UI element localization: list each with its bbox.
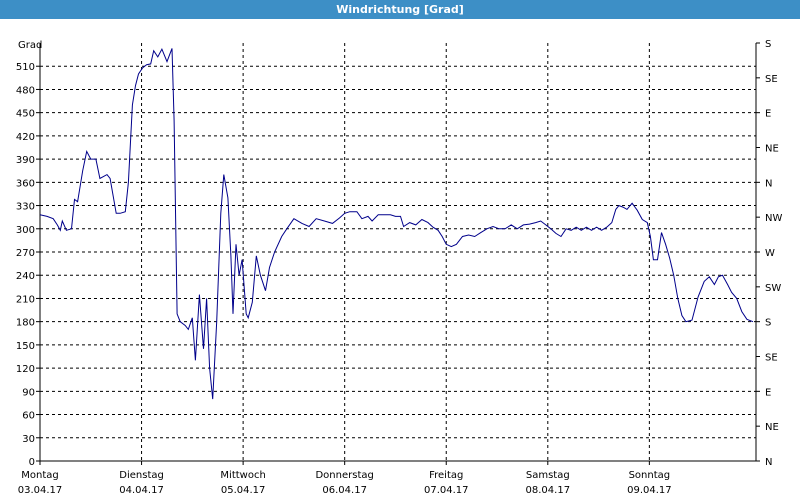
- x-tick-day: Sonntag: [629, 470, 671, 481]
- wind-direction-line: [39, 48, 754, 400]
- compass-tick-labels: N NE E SE S SW W NW N NE E SE S: [756, 39, 782, 468]
- y-tick-labels: 0 30 60 90 120 150 180 210 240 270 300 330 360 390 420…: [16, 62, 40, 468]
- compass-tick-label: NW: [765, 213, 782, 224]
- y-tick-label: 300: [16, 225, 35, 236]
- compass-tick-label: NE: [765, 422, 779, 433]
- x-tick-date: 05.04.17: [221, 485, 266, 496]
- y-tick-label: 450: [16, 109, 35, 120]
- x-tick-day: Freitag: [429, 470, 463, 481]
- grid-lines: [40, 43, 756, 461]
- compass-tick-label: NE: [765, 144, 779, 155]
- x-tick-date: 07.04.17: [424, 485, 469, 496]
- y-tick-label: 330: [16, 202, 35, 213]
- y-tick-label: 420: [16, 132, 35, 143]
- compass-tick-label: N: [765, 457, 772, 468]
- y-tick-label: 30: [22, 434, 35, 445]
- y-axis-label: Grad: [18, 40, 42, 51]
- compass-tick-label: SE: [765, 353, 778, 364]
- y-tick-label: 120: [16, 364, 35, 375]
- y-tick-label: 210: [16, 294, 35, 305]
- y-tick-label: 240: [16, 271, 35, 282]
- y-tick-label: 60: [22, 411, 35, 422]
- x-tick-date: 04.04.17: [119, 485, 164, 496]
- y-tick-label: 270: [16, 248, 35, 259]
- y-tick-label: 510: [16, 62, 35, 73]
- x-tick-day: Mittwoch: [220, 470, 265, 481]
- x-tick-day: Dienstag: [119, 470, 164, 481]
- compass-tick-label: E: [765, 387, 771, 398]
- x-tick-day: Donnerstag: [315, 470, 373, 481]
- y-tick-label: 0: [29, 457, 35, 468]
- x-tick-day: Montag: [21, 470, 58, 481]
- y-tick-label: 360: [16, 178, 35, 189]
- compass-tick-label: S: [765, 318, 771, 329]
- chart-title: Windrichtung [Grad]: [0, 0, 800, 19]
- compass-tick-label: E: [765, 109, 771, 120]
- wind-direction-chart: Grad 0 30 60 90 120 150 180 210 240 270 300 330 360 3…: [16, 39, 783, 496]
- x-tick-date: 08.04.17: [526, 485, 571, 496]
- x-tick-day: Samstag: [526, 470, 570, 481]
- y-tick-label: 390: [16, 155, 35, 166]
- x-tick-labels: Montag 03.04.17 Dienstag 04.04.17 Mittwoch 05…: [18, 461, 672, 496]
- y-tick-label: 480: [16, 85, 35, 96]
- compass-tick-label: S: [765, 39, 771, 50]
- y-tick-label: 90: [22, 387, 35, 398]
- x-tick-date: 09.04.17: [627, 485, 672, 496]
- compass-tick-label: SE: [765, 74, 778, 85]
- y-tick-label: 150: [16, 341, 35, 352]
- compass-tick-label: N: [765, 178, 772, 189]
- x-tick-date: 03.04.17: [18, 485, 63, 496]
- y-tick-label: 180: [16, 318, 35, 329]
- compass-tick-label: W: [765, 248, 775, 259]
- x-tick-date: 06.04.17: [322, 485, 367, 496]
- compass-tick-label: SW: [765, 283, 781, 294]
